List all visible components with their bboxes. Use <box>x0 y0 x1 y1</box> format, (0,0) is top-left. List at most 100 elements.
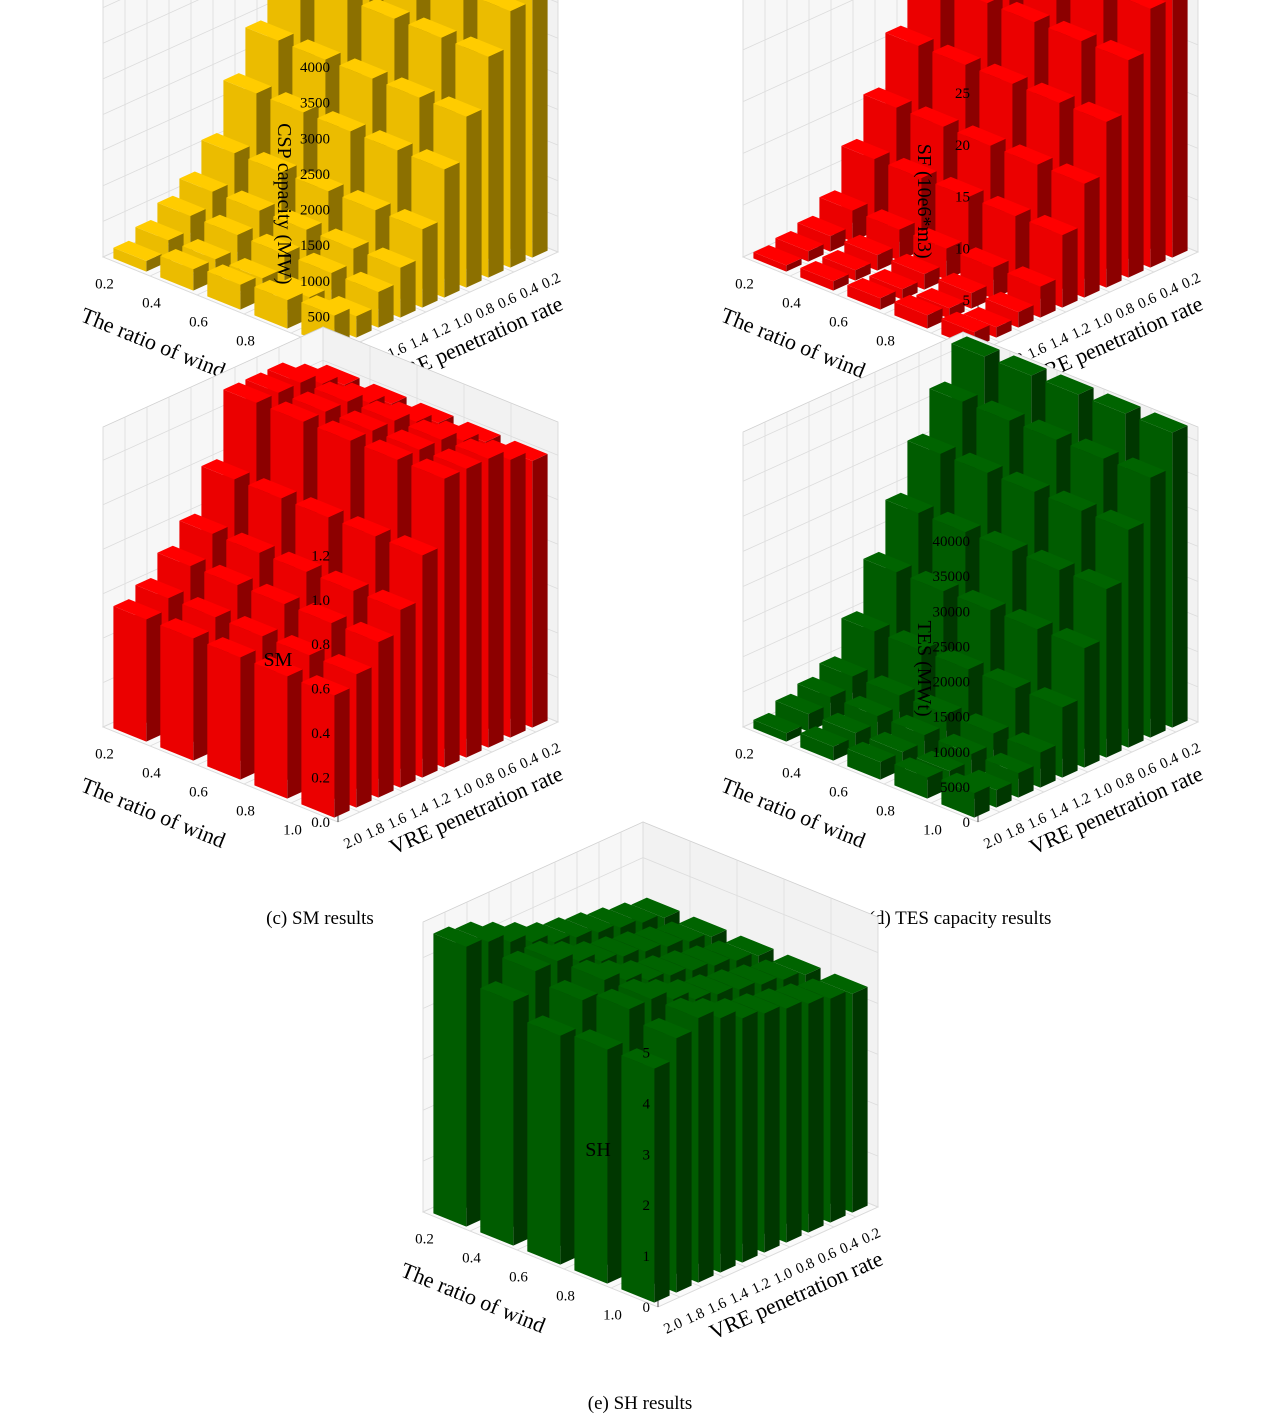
bar-side <box>1040 279 1056 318</box>
bar-side <box>830 690 846 722</box>
bar-top <box>157 545 206 567</box>
z-tick-label: 5 <box>963 293 971 309</box>
grid-line <box>742 0 979 353</box>
bar-top <box>1004 608 1053 630</box>
y-tick-label: 0.8 <box>1113 300 1137 322</box>
bar-top <box>913 694 962 715</box>
bar-top <box>800 726 849 747</box>
x-tick-label: 0.6 <box>829 315 848 331</box>
x-tick-label: 0.2 <box>415 1232 434 1248</box>
z-tick-label: 3500 <box>300 96 330 112</box>
bar-side <box>1128 522 1144 748</box>
bar-top <box>822 712 871 734</box>
bar-top <box>251 583 300 605</box>
bar-side <box>1018 766 1034 798</box>
bar-top <box>292 39 341 60</box>
bar-top <box>389 535 438 556</box>
y-tick-label: 2.0 <box>341 830 365 852</box>
bar-side <box>808 244 824 262</box>
bar-top <box>847 741 896 763</box>
bar-side <box>356 667 372 808</box>
bar-top <box>226 532 275 553</box>
bar-2.0-0.2 <box>433 926 482 1227</box>
bar-top <box>951 336 1000 357</box>
bar-top <box>298 252 347 273</box>
y-tick-label: 1.0 <box>1091 310 1115 332</box>
bar-side <box>240 277 256 310</box>
grid-line <box>102 0 339 353</box>
y-tick-label: 0.8 <box>793 1255 817 1277</box>
chart-panel-e: 0 1 2 3 4 5 1.0 0.8 0.6 0.4 0.2 2.0 1.8 1.6 1.4 1.2 1.0 0… <box>320 821 960 1423</box>
bar-top <box>941 311 990 333</box>
x-tick-label: 1.0 <box>283 823 302 839</box>
bar-top <box>709 998 758 1019</box>
bar-top <box>772 954 821 975</box>
bar-top <box>113 599 162 620</box>
bar-top <box>907 433 956 454</box>
bar-front <box>800 268 834 291</box>
bar-top <box>640 979 689 1000</box>
x-tick-label: 0.2 <box>735 277 754 293</box>
bar-top <box>656 921 705 942</box>
bar-top <box>590 936 639 957</box>
bar-front <box>433 933 467 1227</box>
bar-top <box>985 291 1034 313</box>
bar-top <box>317 111 366 132</box>
y-tick-label: 0.6 <box>1135 290 1159 313</box>
bar-top <box>207 637 256 658</box>
bar-top <box>1117 457 1166 478</box>
bar-top <box>182 597 231 618</box>
bar-side <box>676 1031 692 1293</box>
bar-top <box>1001 1 1050 23</box>
bar-top <box>869 731 918 753</box>
bar-top <box>320 228 369 249</box>
bar-top <box>1007 266 1056 287</box>
bar-top <box>863 551 912 573</box>
bar-side <box>852 986 868 1213</box>
x-tick-label: 0.4 <box>462 1251 481 1267</box>
z-tick-label: 25000 <box>933 639 971 655</box>
bar-side <box>899 222 915 261</box>
bar-top <box>1026 549 1075 571</box>
bar-top <box>819 190 868 211</box>
bar-top <box>223 73 272 94</box>
bar-top <box>342 516 391 537</box>
bar-top <box>295 171 344 192</box>
bar-front <box>753 252 787 272</box>
chart-svg-b: 05101520251.00.80.60.40.22.01.81.61.41.2… <box>718 0 1206 390</box>
bar-top <box>847 278 896 299</box>
bar-2.0-0.8 <box>894 294 943 329</box>
y-tick-label: 1.6 <box>385 810 409 833</box>
bar-top <box>314 381 363 402</box>
bar-top <box>1004 144 1053 165</box>
grid-line <box>422 922 659 1308</box>
z-tick-label: 4000 <box>300 60 330 76</box>
x-tick-label: 1.0 <box>923 823 942 839</box>
bar-front <box>160 256 194 291</box>
bar-2.0-0.8 <box>574 1029 623 1284</box>
bar-top <box>659 950 708 971</box>
bar-side <box>1040 745 1056 788</box>
z-tick-label: 10 <box>955 241 970 257</box>
chart-caption: (d) TES capacity results <box>868 908 1052 929</box>
bar-top <box>270 92 319 113</box>
bar-top <box>160 249 209 270</box>
bar-top <box>894 294 943 316</box>
bar-front <box>160 625 194 761</box>
bar-top <box>841 611 890 632</box>
bar-top <box>568 941 617 962</box>
y-tick-label: 1.0 <box>451 780 475 802</box>
bar-2.0-1.0 <box>301 675 350 818</box>
chart-caption: (c) SM results <box>266 908 374 929</box>
bar-top <box>979 63 1028 84</box>
bar-2.0-0.8 <box>254 656 303 799</box>
bar-top <box>797 676 846 698</box>
x-tick-label: 0.2 <box>95 277 114 293</box>
z-tick-label: 0.0 <box>311 815 330 831</box>
bar-side <box>720 1011 736 1273</box>
tick-labels: 0.00.20.40.60.81.01.21.00.80.60.40.22.01… <box>95 548 563 852</box>
bar-top <box>891 253 940 275</box>
x-tick-label: 0.8 <box>236 804 255 820</box>
bar-top <box>1051 627 1100 649</box>
bar-top <box>477 921 526 943</box>
